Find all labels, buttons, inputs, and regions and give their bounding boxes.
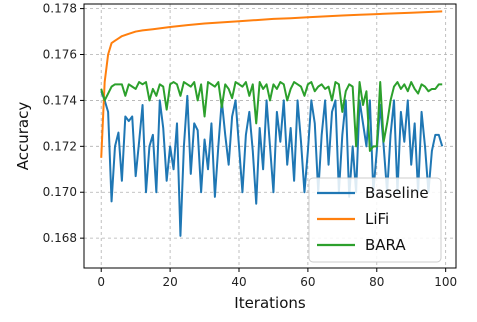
- y-axis-label: Accuracy: [14, 102, 32, 171]
- axis-ticks: 0 20 40 60 80 100 0.168 0.170 0.172 0.174 0.176 0.1…: [43, 2, 457, 289]
- x-tick-label: 100: [434, 275, 457, 289]
- x-axis-label: Iterations: [234, 294, 306, 312]
- x-tick-label: 60: [300, 275, 315, 289]
- x-tick-label: 40: [231, 275, 246, 289]
- legend-label-bara: BARA: [365, 236, 406, 254]
- legend-label-lifi: LiFi: [365, 210, 389, 228]
- x-tick-label: 20: [162, 275, 177, 289]
- y-tick-label: 0.170: [43, 185, 77, 199]
- x-tick-label: 0: [97, 275, 105, 289]
- series-line-baseline: [100, 90, 444, 237]
- legend: Baseline LiFi BARA: [308, 177, 442, 263]
- series-line-lifi: [100, 10, 443, 158]
- x-tick-label: 80: [369, 275, 384, 289]
- y-tick-label: 0.172: [43, 139, 77, 153]
- plot-frame: [83, 3, 457, 269]
- series-line-bara: [100, 81, 443, 152]
- y-tick-label: 0.176: [43, 48, 77, 62]
- y-tick-label: 0.168: [43, 231, 77, 245]
- y-tick-label: 0.174: [43, 93, 77, 107]
- series-layer: [100, 10, 444, 237]
- legend-label-baseline: Baseline: [365, 184, 429, 202]
- y-tick-label: 0.178: [43, 2, 77, 16]
- legend-box: [308, 177, 442, 263]
